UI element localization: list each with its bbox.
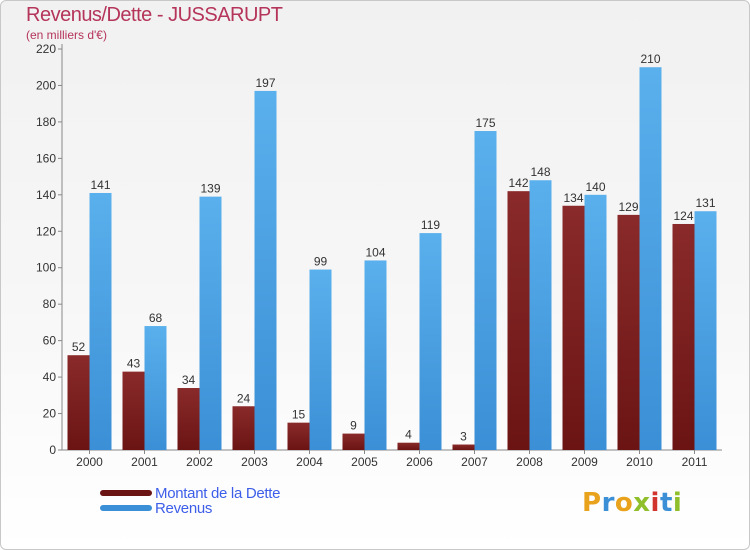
x-tick-label: 2005 [351, 455, 378, 469]
x-tick-label: 2004 [296, 455, 323, 469]
bar-dette [67, 355, 90, 450]
bar-revenus [419, 233, 442, 450]
y-tick-label: 80 [43, 297, 57, 311]
bar-revenus [144, 326, 167, 450]
value-label-revenus: 140 [585, 180, 605, 194]
value-label-dette: 134 [563, 191, 583, 205]
bar-dette [617, 214, 640, 450]
bar-dette [122, 371, 145, 450]
y-tick-label: 200 [36, 78, 56, 92]
x-tick-label: 2010 [626, 455, 653, 469]
bar-dette [672, 223, 695, 450]
legend-swatch-dette [100, 490, 152, 496]
value-label-dette: 9 [350, 419, 357, 433]
bar-revenus [584, 194, 607, 450]
x-tick-label: 2006 [406, 455, 433, 469]
value-label-dette: 15 [292, 408, 306, 422]
y-tick-label: 120 [36, 224, 56, 238]
y-tick-label: 180 [36, 115, 56, 129]
value-label-dette: 3 [460, 430, 467, 444]
proxiti-logo: Proxiti [582, 488, 682, 518]
y-tick-label: 0 [49, 443, 56, 457]
bar-revenus [474, 131, 497, 451]
x-tick-label: 2011 [682, 455, 708, 469]
bar-revenus [364, 260, 387, 450]
value-label-revenus: 139 [200, 182, 220, 196]
chart-title: Revenus/Dette - JUSSARUPT [26, 4, 283, 26]
logo-letter: r [601, 488, 615, 518]
x-tick-label: 2003 [241, 455, 268, 469]
value-label-dette: 52 [72, 340, 86, 354]
chart-subtitle: (en milliers d'€) [26, 28, 107, 42]
bar-dette [562, 205, 585, 450]
x-tick-label: 2001 [131, 455, 158, 469]
value-label-dette: 142 [508, 176, 528, 190]
bar-revenus [309, 269, 332, 450]
value-label-revenus: 210 [640, 52, 660, 66]
bar-dette [452, 444, 475, 450]
bar-dette [232, 406, 255, 450]
y-tick-label: 60 [43, 334, 57, 348]
value-label-revenus: 104 [365, 245, 385, 259]
value-label-revenus: 119 [421, 218, 440, 232]
logo-letter: t [659, 488, 673, 518]
logo-letter: o [614, 488, 634, 518]
bar-revenus [639, 67, 662, 451]
logo-letter: x [633, 488, 651, 518]
bar-revenus [254, 90, 277, 450]
bar-dette [177, 388, 200, 450]
y-tick-label: 40 [43, 370, 57, 384]
value-label-dette: 34 [182, 373, 196, 387]
logo-letter: i [650, 488, 660, 518]
value-label-revenus: 175 [475, 116, 495, 130]
x-tick-label: 2007 [461, 455, 488, 469]
value-label-dette: 24 [237, 391, 251, 405]
logo-letter: i [672, 488, 683, 518]
value-label-revenus: 99 [314, 255, 328, 269]
x-tick-label: 2002 [186, 455, 213, 469]
value-label-revenus: 197 [255, 76, 275, 90]
bar-revenus [694, 211, 717, 450]
value-label-dette: 43 [127, 357, 141, 371]
y-tick-label: 100 [36, 261, 56, 275]
value-label-dette: 129 [618, 200, 638, 214]
bar-dette [287, 422, 310, 450]
x-tick-label: 2008 [516, 455, 543, 469]
y-tick-label: 160 [36, 151, 56, 165]
x-tick-label: 2009 [571, 455, 598, 469]
bar-dette [397, 442, 420, 450]
bar-dette [507, 191, 530, 450]
bar-revenus [89, 192, 112, 450]
value-label-revenus: 148 [530, 165, 550, 179]
value-label-revenus: 131 [695, 196, 715, 210]
legend-swatch-revenus [100, 505, 152, 511]
logo-letter: P [582, 488, 602, 518]
value-label-revenus: 68 [149, 311, 163, 325]
legend-label-dette: Montant de la Dette [155, 485, 281, 502]
bar-revenus [529, 180, 552, 450]
x-tick-label: 2000 [76, 455, 103, 469]
value-label-dette: 124 [673, 209, 693, 223]
y-tick-label: 220 [36, 42, 56, 56]
y-tick-label: 140 [36, 188, 56, 202]
legend-label-revenus: Revenus [155, 500, 213, 517]
bar-dette [342, 433, 365, 450]
value-label-dette: 4 [405, 428, 412, 442]
bar-revenus [199, 196, 222, 450]
value-label-revenus: 141 [90, 178, 110, 192]
y-tick-label: 20 [43, 407, 57, 421]
